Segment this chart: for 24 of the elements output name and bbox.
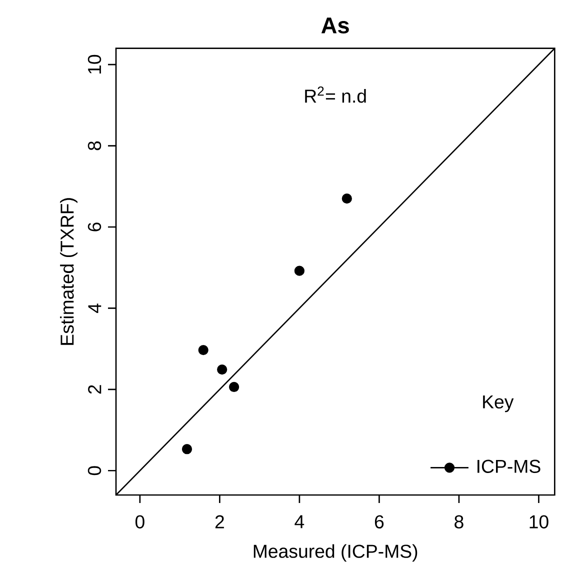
y-tick-label: 0: [88, 466, 102, 476]
y-tick-label: 6: [88, 222, 102, 232]
point: [294, 266, 305, 276]
x-axis-title: Measured (ICP-MS): [254, 544, 418, 562]
x-tick-label: 6: [374, 515, 384, 528]
y-tick-label: 2: [88, 385, 102, 394]
point: [217, 364, 228, 375]
y-axis-title: Estimated (TXRF): [60, 198, 78, 345]
x-tick-label: 0: [135, 515, 144, 528]
legend-title: Key: [483, 395, 514, 412]
point: [342, 194, 352, 204]
point: [198, 344, 208, 356]
x-tick-label: 8: [454, 515, 464, 528]
y-tick-label: 4: [88, 304, 102, 313]
chart-title: As: [321, 18, 349, 34]
x-tick-label: 10: [530, 515, 548, 528]
y-tick-label: 8: [88, 141, 102, 150]
legend-label: ICP-MS: [478, 460, 540, 473]
y-tick-label: 10: [88, 54, 102, 74]
x-tick-label: 4: [294, 515, 304, 528]
annotation: R$^{2}$= n.d: [305, 86, 366, 103]
point: [182, 444, 192, 454]
x-tick-label: 2: [215, 515, 224, 528]
point: [228, 382, 240, 392]
